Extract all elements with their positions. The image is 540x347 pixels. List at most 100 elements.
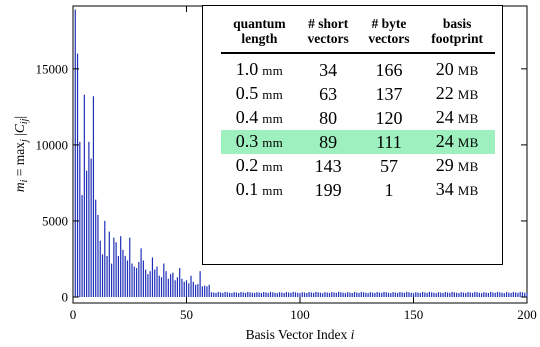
bar [394,292,396,297]
bar [210,292,213,297]
bar [471,292,474,297]
bar [521,292,524,297]
bar [490,292,492,297]
cell-byte-vectors: 57 [379,155,398,176]
bar [462,292,465,297]
cell-quantum-length: 1.0 mm [235,59,284,79]
bar [435,293,437,297]
cell-basis-footprint: 29 MB [435,155,479,175]
bar [217,292,219,297]
bar [440,292,442,297]
bar [106,255,108,297]
header-basis-footprint: basis footprint [419,16,495,54]
bar [524,292,526,297]
bar [299,293,301,297]
bar [297,292,299,297]
x-tick-label: 200 [517,307,537,322]
header-byte-vectors: # byte vectors [358,16,420,54]
bar [499,292,501,297]
bar [340,292,342,297]
bar [201,286,203,297]
cell-basis-footprint: 22 MB [435,83,479,103]
bar [460,292,462,297]
results-table: quantum length # short vectors # byte vecto… [221,16,495,202]
bar [492,292,494,297]
bar [317,292,319,297]
bar [142,260,144,297]
bar [412,293,415,297]
bar [335,292,337,297]
bar [342,292,344,297]
bar [501,292,503,297]
bar [328,292,331,297]
bar [235,292,238,297]
bar [362,292,365,297]
bar [458,293,460,297]
bar [494,292,496,297]
cell-byte-vectors: 111 [358,130,420,154]
bar [110,263,113,297]
bar [263,292,265,297]
bar [381,292,383,297]
bar [481,293,483,297]
bar [319,292,322,297]
bar [288,292,290,297]
bar [154,269,156,297]
bar [185,280,188,297]
bar [322,293,324,297]
bars-group [74,9,528,298]
cell-quantum-length: 0.2 mm [235,155,284,175]
cell-short-vectors: 143 [314,155,342,176]
y-axis-label: mi = maxj |Cij| [12,116,30,192]
bar [526,293,528,297]
bar [149,271,151,297]
table-row: 0.4 mm 80 120 24 MB [221,106,495,130]
cell-byte-vectors: 166 [375,59,403,80]
bar [122,249,124,297]
bar [442,292,444,297]
bar [269,291,272,297]
bar [120,236,122,297]
bar [283,292,285,297]
bar [351,292,353,297]
bar [233,292,235,297]
cell-quantum-length: 0.3 mm [221,130,298,154]
bar [358,292,360,297]
bar [387,292,390,297]
bar [474,291,476,297]
bar [179,268,181,297]
bar [390,293,392,297]
bar [251,292,253,297]
bar [104,220,106,297]
bar [265,292,267,297]
bar [181,278,183,297]
bar [92,96,95,297]
bar [496,291,499,297]
bar [417,292,419,297]
bar [360,291,362,297]
bar [224,291,226,297]
bar [160,277,163,297]
bar [376,292,378,297]
bar [453,292,455,297]
bar [247,291,249,297]
bar [172,272,174,297]
bar [90,158,92,297]
bar [301,292,303,297]
cell-byte-vectors: 120 [375,107,403,128]
bar [333,292,335,297]
cell-byte-vectors: 137 [375,83,403,104]
header-short-vectors: # short vectors [297,16,359,54]
bar [229,292,231,297]
cell-short-vectors: 199 [314,179,342,200]
bar [133,266,135,297]
bar [519,291,521,297]
bar [515,292,517,297]
bar [244,292,247,297]
bar [74,9,76,298]
bar [437,292,440,297]
x-axis-label: Basis Vector Index i [246,327,355,342]
bar [231,293,233,297]
